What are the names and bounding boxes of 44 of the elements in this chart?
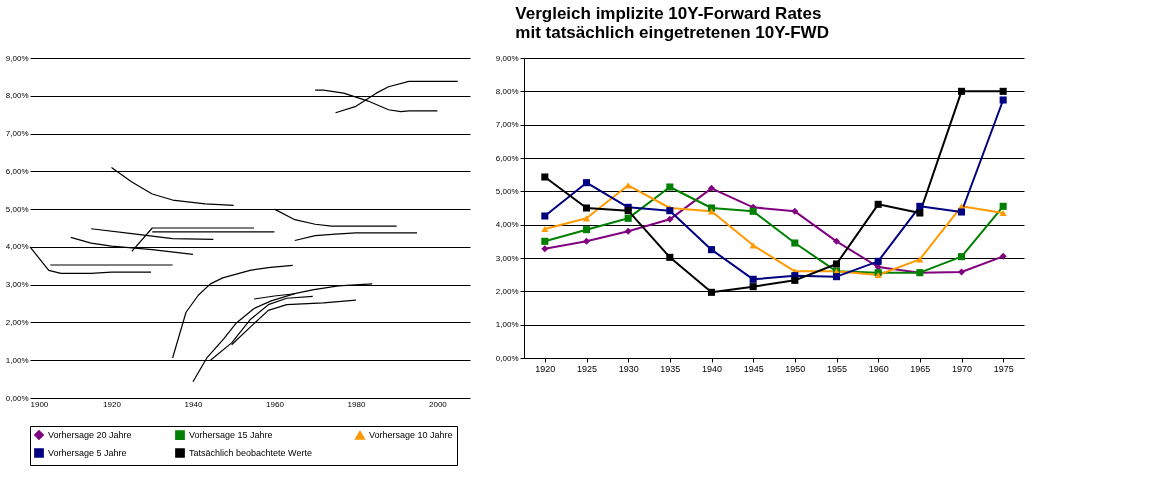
legend-label: Vorhersage 5 Jahre <box>48 448 127 458</box>
x-tick-label: 1960 <box>266 399 285 409</box>
x-tick-label: 1945 <box>743 363 764 374</box>
y-tick-label: 5,00% <box>5 204 29 214</box>
legend-label: Vorhersage 20 Jahre <box>48 430 132 441</box>
y-tick-label: 0,00% <box>495 353 519 363</box>
y-tick-label: 4,00% <box>495 220 519 230</box>
y-tick-label: 5,00% <box>495 186 519 196</box>
x-tick-label: 1970 <box>951 363 973 374</box>
y-tick-label: 7,00% <box>5 129 29 139</box>
y-tick-label: 1,00% <box>495 320 519 330</box>
x-tick-label: 1920 <box>103 399 122 409</box>
y-tick-label: 3,00% <box>5 280 29 290</box>
y-tick-label: 7,00% <box>495 120 519 130</box>
x-tick-label: 1925 <box>576 363 598 374</box>
x-tick-label: 1960 <box>868 363 889 374</box>
x-tick-label: 1920 <box>535 363 556 374</box>
y-tick-label: 8,00% <box>5 91 29 101</box>
x-tick-label: 1940 <box>701 363 723 374</box>
legend-label: Vorhersage 10 Jahre <box>369 430 453 441</box>
x-tick-label: 1940 <box>184 399 203 409</box>
x-tick-label: 2000 <box>429 399 448 409</box>
x-tick-label: 1950 <box>785 363 806 374</box>
y-tick-label: 6,00% <box>5 166 29 176</box>
y-tick-label: 6,00% <box>495 153 519 163</box>
x-tick-label: 1980 <box>347 399 366 409</box>
y-tick-label: 3,00% <box>495 253 519 263</box>
x-tick-label: 1930 <box>618 363 639 374</box>
x-tick-label: 1955 <box>826 363 848 374</box>
x-tick-label: 1900 <box>30 399 49 409</box>
x-tick-label: 1935 <box>660 363 681 374</box>
legend-label: Vorhersage 15 Jahre <box>189 430 273 441</box>
x-tick-label: 1975 <box>993 363 1014 374</box>
y-tick-label: 9,00% <box>495 53 519 63</box>
y-tick-label: 9,00% <box>5 53 29 63</box>
y-tick-label: 2,00% <box>5 317 29 327</box>
x-tick-label: 1965 <box>910 363 931 374</box>
y-tick-label: 4,00% <box>5 242 29 252</box>
y-tick-label: 8,00% <box>495 86 519 96</box>
y-tick-label: 1,00% <box>5 355 29 365</box>
y-tick-label: 0,00% <box>5 393 29 403</box>
y-tick-label: 2,00% <box>495 286 519 296</box>
legend-label: Tatsächlich beobachtete Werte <box>189 448 312 458</box>
chart-title: Vergleich implizite 10Y-Forward Rates mit tatsächlich eingetretenen 10Y-FWD <box>515 4 829 42</box>
